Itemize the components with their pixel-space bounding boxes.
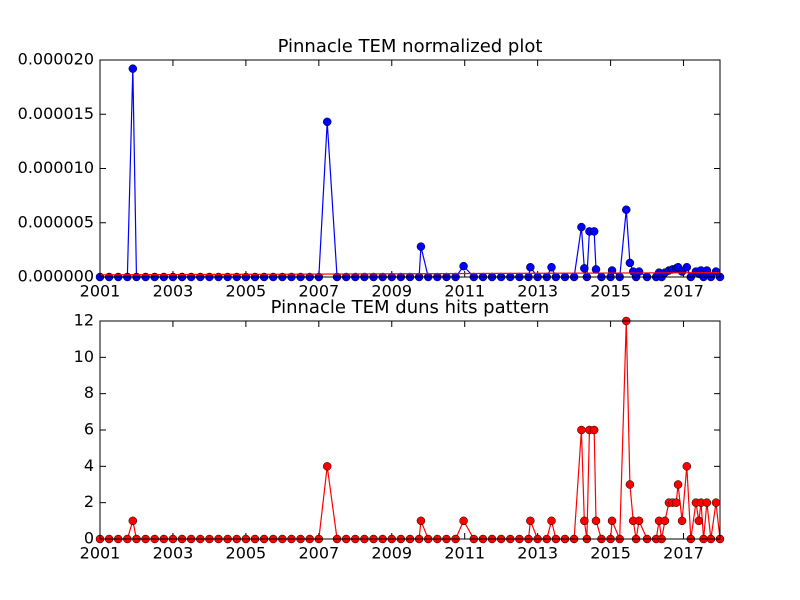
y-tick-label: 0.000015 [18, 104, 94, 123]
data-point [589, 425, 599, 435]
x-tick-label: 2011 [444, 282, 485, 301]
x-tick-label: 2007 [298, 544, 339, 563]
chart-title: Pinnacle TEM normalized plot [278, 36, 543, 57]
y-tick-label: 10 [74, 347, 94, 366]
x-tick-label: 2007 [298, 282, 339, 301]
data-point [634, 516, 644, 526]
x-tick-label: 2001 [80, 282, 121, 301]
data-point [526, 516, 535, 526]
x-tick-label: 2017 [663, 544, 704, 563]
data-point [671, 498, 681, 507]
y-tick-label: 4 [84, 456, 94, 475]
data-point [416, 516, 426, 526]
x-tick-label: 2003 [153, 282, 194, 301]
data-point [322, 462, 332, 471]
data-point [625, 480, 635, 489]
y-tick-label: 6 [84, 420, 94, 439]
x-tick-label: 2003 [153, 544, 194, 563]
y-tick-label: 0.000010 [18, 158, 94, 177]
data-point [459, 516, 468, 526]
x-tick-label: 2013 [517, 282, 558, 301]
x-tick-label: 2005 [226, 544, 267, 563]
data-point [673, 480, 683, 489]
data-point [660, 516, 670, 526]
axes-frame [99, 320, 721, 540]
data-point [634, 267, 644, 276]
data-point [694, 516, 704, 526]
x-tick-label: 2001 [80, 544, 121, 563]
data-point [625, 258, 635, 268]
x-tick-label: 2017 [663, 282, 704, 301]
data-point [580, 264, 589, 273]
data-point [547, 262, 556, 272]
data-point [622, 205, 631, 214]
y-tick-label: 8 [84, 383, 94, 402]
data-point [682, 262, 692, 272]
plot-area [100, 60, 720, 277]
chart-title: Pinnacle TEM duns hits pattern [271, 297, 550, 318]
data-point [459, 261, 468, 271]
data-point [711, 498, 721, 507]
data-point [607, 516, 617, 526]
y-tick-label: 0 [84, 529, 94, 548]
axes-frame [99, 59, 721, 278]
y-tick-label: 2 [84, 492, 94, 511]
data-point [322, 117, 332, 127]
data-point [577, 222, 586, 232]
data-point [416, 242, 426, 251]
plot-area [100, 321, 720, 539]
data-point [591, 265, 601, 274]
data-point [128, 64, 138, 73]
y-tick-label: 0.000000 [18, 267, 94, 286]
x-tick-label: 2011 [444, 544, 485, 563]
data-point [682, 462, 692, 471]
data-point [577, 425, 586, 435]
data-point [702, 498, 712, 507]
x-tick-label: 2015 [590, 282, 631, 301]
data-point [128, 516, 138, 526]
data-point [580, 516, 589, 526]
x-tick-label: 2005 [226, 282, 267, 301]
data-point [547, 516, 556, 526]
y-tick-label: 0.000020 [18, 50, 94, 69]
data-point [526, 262, 535, 272]
y-tick-label: 0.000005 [18, 212, 94, 231]
x-tick-label: 2013 [517, 544, 558, 563]
series-line [99, 272, 721, 276]
y-tick-label: 12 [74, 311, 94, 330]
x-tick-label: 2009 [371, 544, 412, 563]
x-tick-label: 2009 [371, 282, 412, 301]
x-tick-label: 2015 [590, 544, 631, 563]
data-point [591, 516, 601, 526]
data-point [589, 227, 599, 236]
data-point [677, 516, 687, 526]
